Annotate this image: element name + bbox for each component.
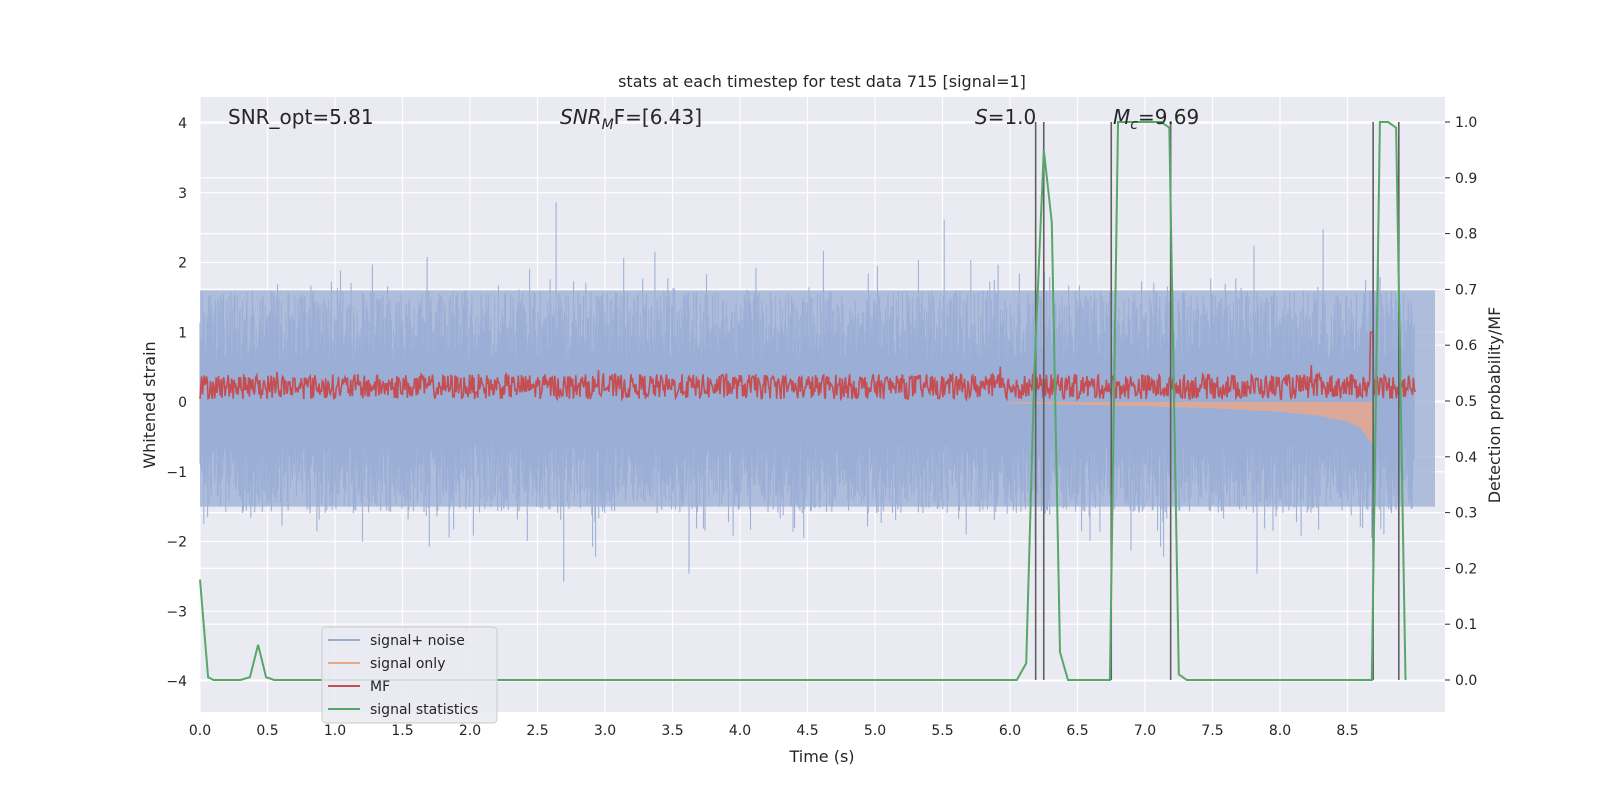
y-ticks-right: 1.0 0.9 0.8 0.7 0.6 0.5 0.4 0.3 0.2 0.1 0.0 xyxy=(1445,115,1477,689)
y-tick-label-left: 3 xyxy=(178,186,187,202)
x-tick-label: 5.5 xyxy=(931,723,953,739)
y-tick-label-right: 0.7 xyxy=(1455,282,1477,298)
y-tick-label-right: 0.9 xyxy=(1455,171,1477,187)
legend-box xyxy=(321,626,498,724)
x-axis-label: Time (s) xyxy=(788,747,854,766)
mf-line xyxy=(199,331,1416,403)
annotation-snr-mf: SNRMF=[6.43] xyxy=(560,105,702,133)
y-tick-label-right: 0.2 xyxy=(1455,561,1477,577)
x-tick-label: 8.5 xyxy=(1336,723,1358,739)
x-tick-label: 3.5 xyxy=(661,723,683,739)
y-tick-label-right: 0.4 xyxy=(1455,450,1477,466)
x-tick-label: 7.0 xyxy=(1134,723,1156,739)
y-tick-label-left: 4 xyxy=(178,116,187,132)
y-tick-label-left: −2 xyxy=(166,535,187,551)
signal-only-line xyxy=(1010,402,1375,444)
y-tick-label-left: −4 xyxy=(166,674,187,690)
x-tick-label: 6.5 xyxy=(1066,723,1088,739)
x-tick-label: 2.5 xyxy=(526,723,548,739)
y-tick-label-right: 0.5 xyxy=(1455,394,1477,410)
legend-label-signal-statistics: signal statistics xyxy=(370,702,478,718)
y-axis-label-right: Detection probability/MF xyxy=(1485,307,1504,504)
y-tick-label-right: 0.6 xyxy=(1455,338,1477,354)
signal-statistics-series xyxy=(199,121,1407,681)
y-tick-label-right: 0.3 xyxy=(1455,506,1477,522)
chart-title: stats at each timestep for test data 715… xyxy=(618,72,1026,91)
x-tick-label: 3.0 xyxy=(594,723,616,739)
x-tick-label: 8.0 xyxy=(1269,723,1291,739)
x-tick-label: 2.0 xyxy=(459,723,481,739)
x-ticks: 0.0 0.5 1.0 1.5 2.0 2.5 3.0 3.5 4.0 4.5 5.0 5.5 6.0 6… xyxy=(189,723,1359,739)
y-axis-label-left: Whitened strain xyxy=(140,341,159,468)
y-tick-label-right: 0.0 xyxy=(1455,673,1477,689)
x-tick-label: 5.0 xyxy=(864,723,886,739)
y-tick-label-left: 2 xyxy=(178,256,187,272)
annotation-s: S=1.0 xyxy=(975,105,1036,129)
x-tick-label: 4.0 xyxy=(729,723,751,739)
legend-label-mf: MF xyxy=(370,679,390,695)
signal-only-series xyxy=(1010,402,1375,444)
y-tick-label-left: −3 xyxy=(166,604,187,620)
vertical-markers xyxy=(1034,122,1400,680)
y-tick-label-left: 1 xyxy=(178,325,187,341)
x-tick-label: 7.5 xyxy=(1201,723,1223,739)
x-tick-label: 0.0 xyxy=(189,723,211,739)
x-tick-label: 1.5 xyxy=(391,723,413,739)
y-tick-label-right: 1.0 xyxy=(1455,115,1477,131)
signal-noise-core xyxy=(200,290,1435,507)
x-tick-label: 4.5 xyxy=(796,723,818,739)
x-tick-label: 0.5 xyxy=(256,723,278,739)
y-tick-label-right: 0.1 xyxy=(1455,617,1477,633)
annotation-mc: Mc=9.69 xyxy=(1113,105,1199,133)
x-tick-label: 1.0 xyxy=(324,723,346,739)
x-tick-label: 6.0 xyxy=(999,723,1021,739)
signal-noise-series xyxy=(199,202,1435,582)
y-tick-label-left: 0 xyxy=(178,395,187,411)
y-tick-label-left: −1 xyxy=(166,465,187,481)
legend-label-signal-noise: signal+ noise xyxy=(370,633,465,649)
annotation-snr-opt: SNR_opt=5.81 xyxy=(228,105,374,129)
legend: signal+ noise signal only MF signal stat… xyxy=(321,626,498,724)
y-ticks-left: 4 3 2 1 0 −1 −2 −3 −4 xyxy=(166,116,187,690)
legend-label-signal-only: signal only xyxy=(370,656,445,672)
signal-statistics-line xyxy=(199,121,1407,681)
mf-series xyxy=(199,331,1416,403)
y-tick-label-right: 0.8 xyxy=(1455,227,1477,243)
